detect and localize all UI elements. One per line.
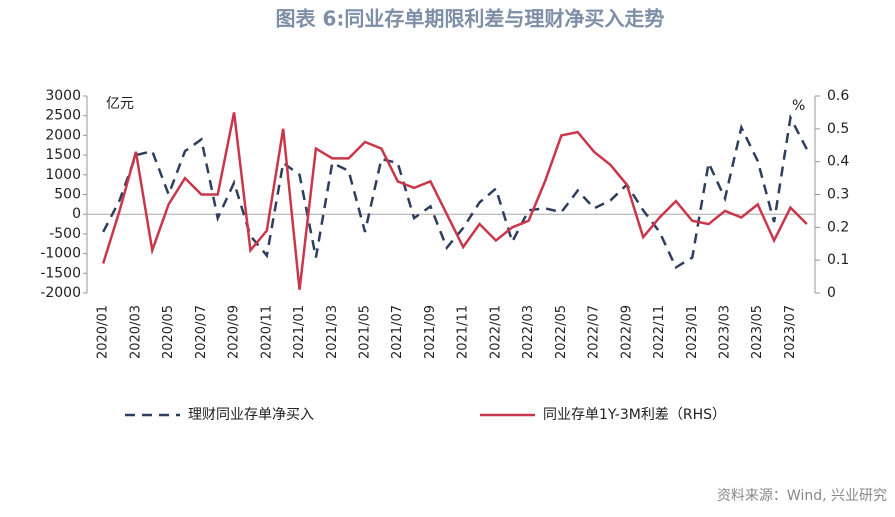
y2-tick-label: 0.2 <box>827 219 849 235</box>
y-tick-label: -500 <box>49 226 81 242</box>
y2-unit: % <box>792 98 805 114</box>
y2-tick-label: 0.4 <box>827 154 849 170</box>
y2-tick-label: 0.3 <box>827 187 849 203</box>
x-tick-label: 2022/07 <box>587 305 602 359</box>
x-tick-label: 2020/03 <box>128 305 143 359</box>
x-tick-label: 2023/05 <box>750 305 765 359</box>
series-line <box>102 113 808 270</box>
y-tick-label: -1000 <box>40 246 81 262</box>
y-tick-label: 2000 <box>45 127 81 143</box>
y-tick-label: -2000 <box>40 285 81 301</box>
x-tick-label: 2022/11 <box>652 305 667 359</box>
x-tick-label: 2021/01 <box>292 305 307 359</box>
y2-tick-label: 0 <box>827 285 836 301</box>
x-tick-label: 2021/05 <box>358 305 373 359</box>
y-tick-label: 0 <box>72 206 81 222</box>
y-tick-label: 3000 <box>45 88 81 104</box>
x-tick-label: 2020/11 <box>259 305 274 359</box>
chart-title: 图表 6:同业存单期限利差与理财净买入走势 <box>276 7 665 31</box>
y2-tick-label: 0.1 <box>827 252 849 268</box>
series-line <box>101 112 808 290</box>
x-tick-label: 2021/03 <box>325 305 340 359</box>
x-tick-label: 2022/03 <box>521 305 536 359</box>
x-tick-label: 2022/09 <box>619 305 634 359</box>
y-unit: 亿元 <box>106 96 134 112</box>
x-tick-label: 2021/09 <box>423 305 438 359</box>
y-tick-label: 2500 <box>45 108 81 124</box>
x-tick-label: 2023/07 <box>783 305 798 359</box>
x-tick-label: 2021/07 <box>390 305 405 359</box>
x-tick-label: 2022/01 <box>488 305 503 359</box>
source: 资料来源：Wind, 兴业研究 <box>717 488 887 504</box>
x-tick-label: 2020/05 <box>161 305 176 359</box>
legend-label: 同业存单1Y-3M利差（RHS） <box>543 407 726 423</box>
x-tick-label: 2020/07 <box>194 305 209 359</box>
y2-tick-label: 0.6 <box>827 88 849 104</box>
y-tick-label: 1000 <box>45 167 81 183</box>
x-tick-label: 2023/03 <box>718 305 733 359</box>
x-tick-label: 2020/01 <box>96 305 111 359</box>
legend-label: 理财同业存单净买入 <box>188 407 314 423</box>
y-tick-label: -1500 <box>40 265 81 281</box>
y2-tick-label: 0.5 <box>827 121 849 137</box>
x-tick-label: 2022/05 <box>554 305 569 359</box>
y-tick-label: 500 <box>54 187 81 203</box>
x-tick-label: 2021/11 <box>456 305 471 359</box>
x-tick-label: 2023/01 <box>685 305 700 359</box>
x-tick-label: 2020/09 <box>227 305 242 359</box>
y-tick-label: 1500 <box>45 147 81 163</box>
